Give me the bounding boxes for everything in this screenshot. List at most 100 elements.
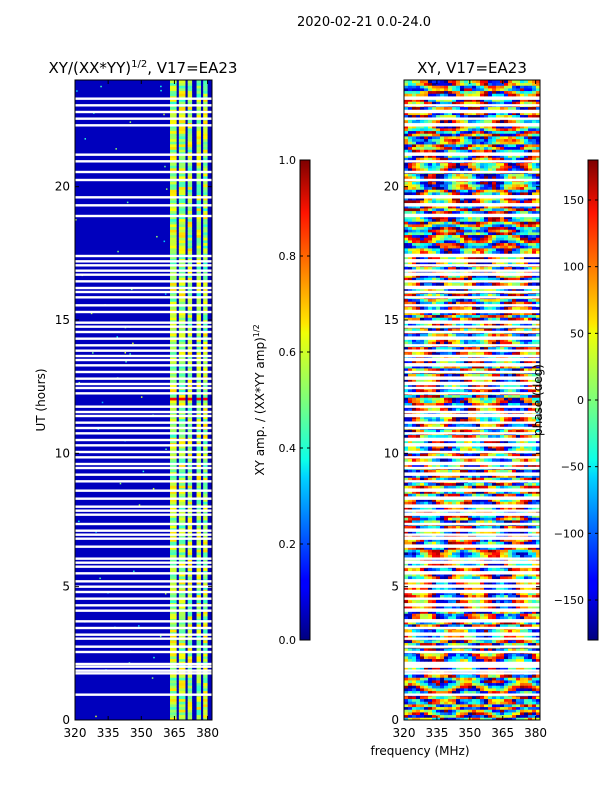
amplitude-cell <box>187 576 193 580</box>
amplitude-flag-line <box>75 432 212 435</box>
phase-cell <box>516 653 521 657</box>
phase-cell <box>524 616 529 620</box>
phase-cell <box>500 658 505 662</box>
phase-cell <box>528 546 533 550</box>
amplitude-cell <box>178 216 186 220</box>
phase-cell <box>492 610 497 614</box>
amplitude-cell <box>203 82 208 86</box>
phase-cell <box>412 538 417 542</box>
phase-cell <box>416 685 421 689</box>
phase-cell <box>508 709 513 713</box>
amplitude-cell <box>170 680 177 684</box>
amplitude-cell <box>196 245 201 249</box>
phase-cell <box>428 629 433 633</box>
phase-cell <box>412 605 417 609</box>
phase-cell <box>496 418 501 422</box>
phase-cell <box>424 640 429 644</box>
phase-cell <box>436 600 441 604</box>
phase-cell <box>440 402 445 406</box>
amplitude-cell <box>187 546 193 550</box>
amplitude-cell <box>196 141 201 145</box>
phase-cell <box>404 440 409 444</box>
phase-cell <box>432 600 437 604</box>
phase-cell <box>420 493 425 497</box>
phase-cell <box>432 416 437 420</box>
amplitude-cell <box>203 242 208 246</box>
phase-cell <box>532 690 537 694</box>
amplitude-cell <box>196 485 201 489</box>
phase-cell <box>436 706 441 710</box>
phase-cell <box>464 586 469 590</box>
phase-cell <box>464 581 469 585</box>
phase-cell <box>512 610 517 614</box>
phase-cell <box>500 648 505 652</box>
amplitude-flag-line <box>75 450 212 454</box>
phase-cell <box>464 712 469 716</box>
phase-cell <box>436 568 441 572</box>
phase-cell <box>440 629 445 633</box>
phase-cell <box>404 402 409 406</box>
phase-cell <box>424 408 429 412</box>
phase-cell <box>416 498 421 502</box>
phase-cell <box>420 400 425 404</box>
phase-cell <box>440 674 445 678</box>
phase-cell <box>412 634 417 638</box>
amplitude-cell <box>187 237 193 241</box>
phase-cell <box>464 464 469 468</box>
amplitude-cell <box>203 573 208 577</box>
amplitude-cell <box>187 490 193 494</box>
phase-cell <box>408 546 413 550</box>
amplitude-cell <box>170 554 177 558</box>
phase-cell <box>532 525 537 529</box>
amplitude-cell <box>170 685 177 689</box>
amplitude-cell <box>196 218 201 222</box>
amplitude-cell <box>203 128 208 132</box>
amplitude-cell <box>170 434 177 438</box>
phase-cell <box>408 400 413 404</box>
phase-cell <box>456 554 461 558</box>
phase-cell <box>472 389 477 393</box>
phase-cell <box>516 434 521 438</box>
amplitude-cell <box>187 658 193 662</box>
amplitude-flag-line <box>75 364 212 367</box>
phase-cell <box>456 397 461 401</box>
colorbar-tick-label: 0.4 <box>279 442 297 455</box>
phase-cell <box>480 402 485 406</box>
amplitude-cell <box>170 242 177 246</box>
amplitude-cell <box>170 277 177 281</box>
phase-cell <box>464 642 469 646</box>
phase-cell <box>456 634 461 638</box>
phase-cell <box>420 530 425 534</box>
phase-cell <box>520 605 525 609</box>
phase-cell <box>512 621 517 625</box>
phase-cell <box>500 453 505 457</box>
phase-cell <box>500 613 505 617</box>
phase-cell <box>524 477 529 481</box>
amplitude-cell <box>170 717 177 720</box>
phase-cell <box>512 573 517 577</box>
phase-cell <box>528 677 533 681</box>
phase-cell <box>512 474 517 478</box>
phase-cell <box>476 648 481 652</box>
phase-cell <box>528 640 533 644</box>
phase-cell <box>532 680 537 684</box>
phase-cell <box>424 397 429 401</box>
phase-cell <box>512 397 517 401</box>
amplitude-cell <box>203 434 208 438</box>
amplitude-cell <box>170 93 177 97</box>
phase-cell <box>528 498 533 502</box>
phase-cell <box>496 402 501 406</box>
amplitude-cell <box>203 696 208 700</box>
amplitude-cell <box>196 424 201 428</box>
phase-cell <box>536 424 540 428</box>
amplitude-cell <box>187 154 193 158</box>
phase-cell <box>504 525 509 529</box>
phase-cell <box>472 594 477 598</box>
amplitude-cell <box>178 682 186 686</box>
phase-cell <box>440 576 445 580</box>
phase-cell <box>440 717 445 720</box>
amplitude-cell <box>170 642 177 646</box>
phase-cell <box>488 389 493 393</box>
amplitude-cell <box>170 141 177 145</box>
amplitude-cell <box>178 352 186 356</box>
